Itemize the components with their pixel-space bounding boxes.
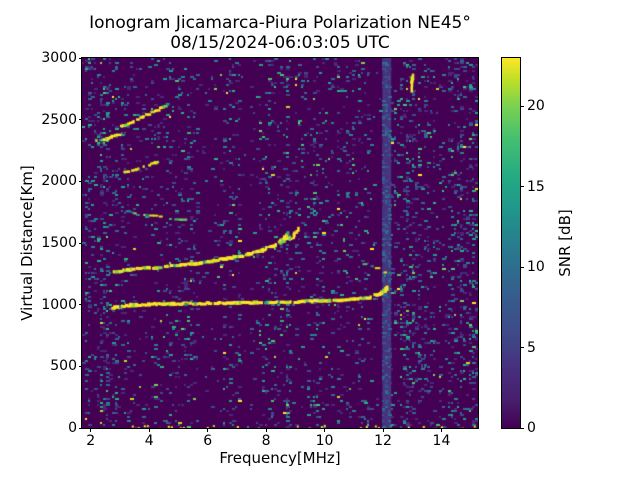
x-tick-label: 12 — [374, 433, 392, 449]
colorbar-tick-mark — [520, 105, 524, 107]
x-tick-mark — [265, 428, 267, 432]
y-tick-mark — [78, 242, 82, 244]
x-tick-label: 8 — [261, 433, 271, 449]
colorbar-tick-label: 20 — [527, 98, 545, 115]
x-axis-label: Frequency[MHz] — [219, 449, 341, 467]
colorbar-label: SNR [dB] — [556, 209, 574, 277]
y-tick-mark — [78, 119, 82, 121]
chart-title: Ionogram Jicamarca-Piura Polarization NE… — [89, 13, 471, 33]
x-tick-label: 14 — [432, 433, 451, 449]
ionogram-heatmap-canvas — [82, 58, 478, 428]
y-tick-mark — [78, 304, 82, 306]
colorbar — [501, 57, 521, 429]
colorbar-tick-mark — [520, 266, 524, 268]
x-tick-label: 6 — [203, 433, 213, 449]
x-tick-label: 10 — [315, 433, 334, 449]
y-tick-label: 1500 — [41, 235, 77, 251]
colorbar-tick-mark — [520, 427, 524, 429]
x-tick-mark — [207, 428, 209, 432]
y-tick-label: 2000 — [41, 173, 77, 190]
colorbar-tick-label: 15 — [527, 178, 545, 195]
y-tick-mark — [78, 180, 82, 182]
colorbar-tick-label: 0 — [527, 420, 536, 436]
x-tick-label: 2 — [86, 433, 96, 449]
y-tick-label: 3000 — [41, 50, 77, 66]
y-tick-label: 2500 — [41, 111, 77, 128]
x-tick-mark — [324, 428, 326, 432]
y-tick-mark — [78, 57, 82, 59]
y-tick-mark — [78, 365, 82, 367]
x-tick-mark — [148, 428, 150, 432]
x-tick-label: 4 — [144, 433, 154, 449]
y-tick-label: 0 — [68, 420, 77, 436]
x-tick-mark — [440, 428, 442, 432]
x-tick-mark — [90, 428, 92, 432]
y-axis-label: Virtual Distance[Km] — [18, 165, 36, 321]
colorbar-tick-mark — [520, 347, 524, 349]
y-tick-mark — [78, 427, 82, 429]
colorbar-tick-mark — [520, 186, 524, 188]
y-tick-label: 500 — [50, 358, 77, 375]
x-tick-mark — [382, 428, 384, 432]
colorbar-tick-label: 10 — [527, 259, 545, 276]
colorbar-tick-label: 5 — [527, 339, 536, 356]
colorbar-gradient — [502, 58, 520, 428]
chart-subtitle: 08/15/2024-06:03:05 UTC — [170, 33, 390, 53]
y-tick-label: 1000 — [41, 296, 77, 313]
